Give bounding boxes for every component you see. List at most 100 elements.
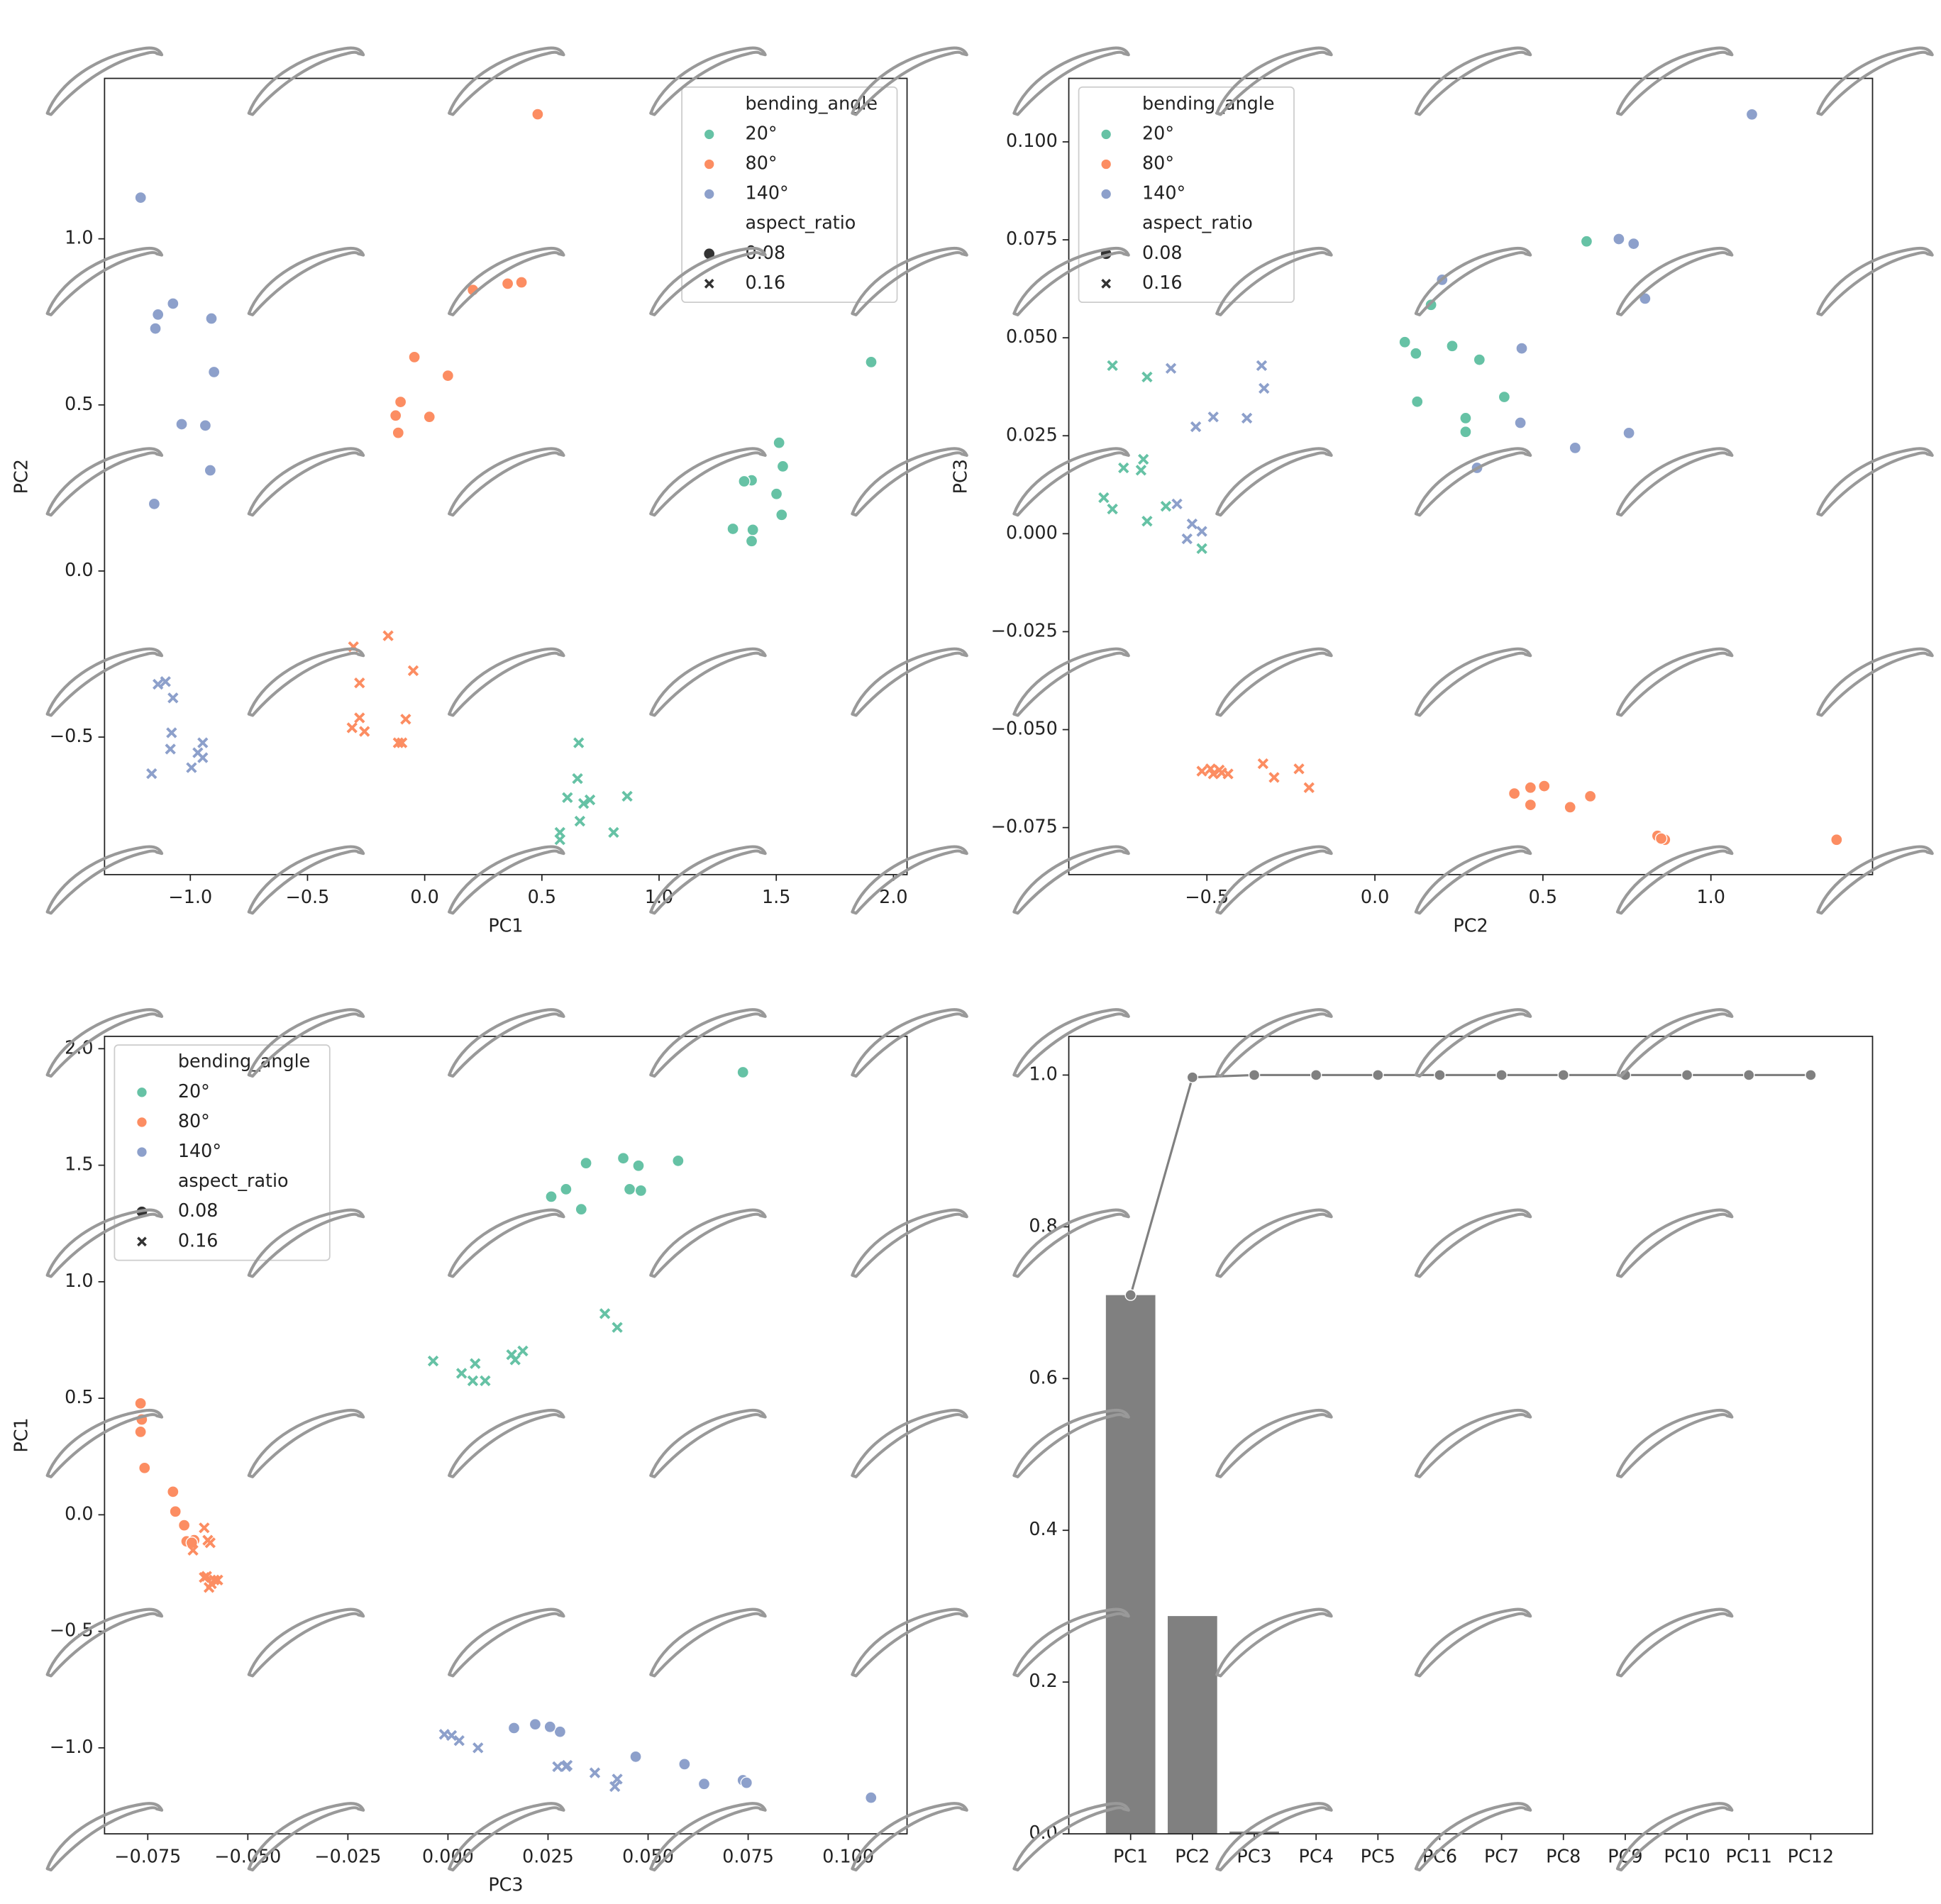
y-tick-label: 0.4	[1029, 1518, 1057, 1539]
point	[1564, 801, 1576, 814]
airfoil-outline	[247, 46, 365, 116]
point	[672, 1154, 685, 1168]
airfoil-outline	[1012, 447, 1130, 517]
point	[1196, 765, 1207, 777]
point	[509, 1354, 521, 1366]
airfoil-outline	[851, 1208, 968, 1278]
point	[199, 419, 212, 432]
point	[160, 676, 171, 687]
airfoil-outline	[649, 1607, 767, 1678]
point	[623, 1183, 636, 1196]
point	[1627, 237, 1640, 250]
airfoil-outline	[448, 1208, 565, 1278]
point	[1654, 832, 1668, 845]
x-tick-label: 0.025	[522, 1845, 574, 1866]
airfoil-outline	[247, 647, 365, 717]
airfoil-outline	[649, 46, 767, 116]
airfoil-outline	[247, 1408, 365, 1478]
axes-frame	[1068, 77, 1874, 875]
airfoil-outline	[1414, 46, 1532, 116]
y-tick-label: 0.6	[1029, 1366, 1057, 1388]
point	[204, 1537, 216, 1549]
legend-label: 80°	[178, 1110, 210, 1131]
airfoil-outline	[1615, 845, 1734, 915]
point	[632, 1159, 645, 1173]
point	[427, 1355, 439, 1367]
y-tick-label: 0.100	[1006, 130, 1058, 151]
point	[501, 277, 514, 290]
airfoil-outline	[1816, 647, 1934, 717]
y-axis-label: PC2	[11, 459, 32, 494]
airfoil-outline	[45, 447, 164, 517]
airfoil-outline	[1414, 246, 1532, 316]
airfoil-outline	[649, 246, 767, 316]
point	[134, 1425, 147, 1439]
point	[575, 1202, 588, 1216]
airfoil-outline	[851, 1008, 968, 1078]
x-tick-label: PC11	[1726, 1845, 1772, 1866]
x-tick-label: 0.5	[1529, 886, 1557, 907]
airfoil-outline	[247, 845, 365, 915]
airfoil-outline	[649, 447, 767, 517]
point	[149, 322, 162, 335]
airfoil-outline	[1414, 1802, 1532, 1872]
point	[560, 1183, 573, 1196]
legend-marker	[1101, 279, 1112, 289]
point	[359, 726, 370, 737]
legend-marker	[136, 1146, 148, 1158]
airfoil-outline	[247, 1607, 365, 1678]
point	[1186, 518, 1198, 530]
point	[697, 1778, 711, 1790]
y-tick-label: 0.5	[65, 1386, 93, 1407]
point	[865, 1791, 878, 1804]
line-point	[1495, 1069, 1508, 1081]
legend-marker	[136, 1086, 148, 1098]
airfoil-outline	[1012, 46, 1130, 116]
point	[1196, 526, 1207, 537]
point	[1141, 371, 1153, 383]
line-point	[1557, 1069, 1569, 1081]
x-tick-label: PC12	[1788, 1845, 1834, 1866]
airfoil-outline	[1615, 1208, 1734, 1278]
point	[736, 1066, 750, 1079]
x-tick-label: −0.5	[286, 886, 330, 907]
point	[1473, 353, 1486, 366]
point	[572, 773, 583, 785]
airfoil-outline	[649, 845, 767, 915]
point	[629, 1750, 642, 1764]
airfoil-outline	[1012, 1008, 1130, 1078]
x-tick-label: 0.5	[528, 886, 556, 907]
airfoil-outline	[247, 1208, 365, 1278]
point	[134, 1397, 147, 1410]
y-tick-label: −0.025	[991, 619, 1058, 641]
airfoil-outline	[1012, 845, 1130, 915]
x-tick-label: PC5	[1361, 1845, 1395, 1866]
legend-box	[681, 86, 898, 304]
x-tick-label: 0.0	[410, 886, 438, 907]
point	[1181, 533, 1193, 545]
airfoil-outline	[1414, 1607, 1532, 1678]
legend-label: 0.08	[1142, 242, 1183, 263]
airfoil-outline	[448, 46, 565, 116]
x-tick-label: PC7	[1484, 1845, 1519, 1866]
point	[608, 826, 619, 838]
x-tick-label: 2.0	[879, 886, 907, 907]
x-tick-label: 0.0	[1361, 886, 1389, 907]
line-point	[1186, 1071, 1199, 1083]
point	[1241, 412, 1253, 424]
point	[545, 1190, 558, 1203]
point	[480, 1375, 491, 1387]
point	[574, 815, 586, 827]
airfoil-outline	[448, 1802, 565, 1872]
airfoil-outline	[851, 845, 968, 915]
point	[1830, 833, 1843, 846]
point	[1569, 441, 1582, 455]
airfoil-outline	[448, 1008, 565, 1078]
airfoil-outline	[851, 1607, 968, 1678]
point	[1138, 453, 1149, 465]
point	[1537, 780, 1551, 792]
point	[634, 1184, 648, 1197]
airfoil-outline	[45, 246, 164, 316]
point	[740, 1776, 753, 1789]
